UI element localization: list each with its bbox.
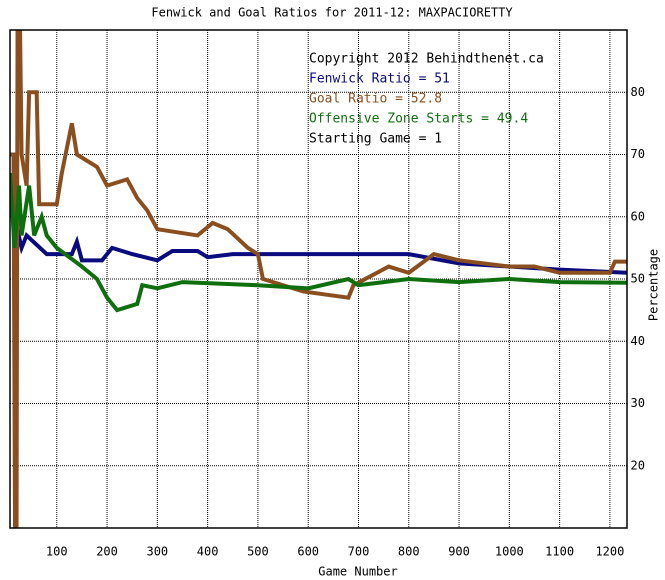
plot-lines bbox=[10, 30, 627, 528]
series-line bbox=[10, 173, 627, 313]
x-tick-label: 1100 bbox=[545, 545, 574, 559]
chart-title: Fenwick and Goal Ratios for 2011-12: MAX… bbox=[151, 6, 513, 20]
x-axis-label: Game Number bbox=[318, 565, 397, 579]
x-tick-label: 900 bbox=[448, 545, 470, 559]
x-tick-label: 700 bbox=[348, 545, 370, 559]
x-tick-label: 300 bbox=[146, 545, 168, 559]
y-tick-label: 40 bbox=[631, 334, 645, 348]
x-tick-label: 600 bbox=[297, 545, 319, 559]
y-tick-label: 50 bbox=[631, 272, 645, 286]
x-tick-label: 800 bbox=[398, 545, 420, 559]
annotations: Copyright 2012 Behindthenet.ca Fenwick Ra… bbox=[309, 52, 544, 147]
y-tick-label: 60 bbox=[631, 209, 645, 223]
x-tick-label: 1200 bbox=[595, 545, 624, 559]
y-tick-label: 20 bbox=[631, 458, 645, 472]
annotation: Fenwick Ratio = 51 bbox=[309, 72, 450, 87]
x-tick-label: 1000 bbox=[495, 545, 524, 559]
y-tick-label: 30 bbox=[631, 396, 645, 410]
series-line bbox=[10, 30, 627, 528]
x-tick-label: 400 bbox=[197, 545, 219, 559]
plot-frame bbox=[9, 29, 628, 529]
annotation: Goal Ratio = 52.8 bbox=[309, 92, 442, 107]
x-tick-label: 100 bbox=[46, 545, 68, 559]
x-tick-label: 200 bbox=[96, 545, 118, 559]
y-axis-label: Percentage bbox=[647, 249, 661, 321]
y-tick-label: 70 bbox=[631, 147, 645, 161]
y-tick-label: 80 bbox=[631, 85, 645, 99]
x-tick-label: 500 bbox=[247, 545, 269, 559]
annotation: Copyright 2012 Behindthenet.ca bbox=[309, 52, 544, 67]
annotation: Starting Game = 1 bbox=[309, 132, 442, 147]
annotation: Offensive Zone Starts = 49.4 bbox=[309, 112, 528, 127]
series-line bbox=[10, 197, 627, 275]
